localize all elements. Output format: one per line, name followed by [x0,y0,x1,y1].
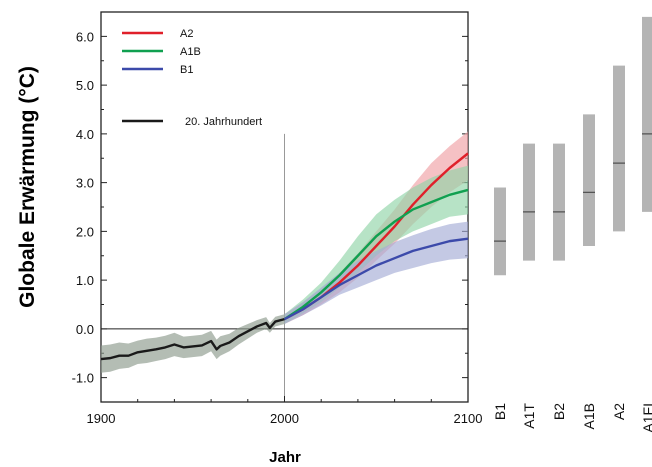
scenario-label: B1 [492,403,508,420]
legend-label: A1B [180,46,201,58]
scenario-label: A2 [611,403,627,420]
y-tick-label: 4.0 [76,127,94,142]
scenario-label: A1T [521,403,537,429]
y-axis-label: Globale Erwärmung (°C) [16,66,39,308]
series-line-a1b [283,188,469,321]
plot-area: -1.0 0.0 1.0 2.0 3.0 4.0 5.0 6.0 1900 2000 2100 A2 A… [72,11,483,426]
legend-label: A2 [180,28,193,40]
x-tick-label: 2000 [270,411,299,426]
y-tick-label: 5.0 [76,78,94,93]
range-bar-b2 [553,143,565,261]
range-bar-b1 [494,187,506,276]
y-tick-label: -1.0 [72,371,94,386]
legend-label: B1 [180,64,193,76]
y-tick-label: 3.0 [76,176,94,191]
x-tick-label: 2100 [454,411,483,426]
x-tick-label: 1900 [87,411,116,426]
series-line-20-jahrhundert [100,317,285,361]
scenario-label: A1B [581,403,597,429]
range-bar-a1fi [642,16,652,212]
scenario-label: A1FI [640,403,652,433]
y-tick-label: 1.0 [76,273,94,288]
y-tick-label: 0.0 [76,322,94,337]
scenario-range-area: B1 A1T B2 A1B A2 A1FI [492,16,652,433]
uncertainty-band-a2 [284,131,468,324]
legend-label: 20. Jahrhundert [185,116,262,128]
scenario-label: B2 [551,403,567,420]
y-tick-label: 2.0 [76,224,94,239]
range-bar-a2 [613,65,625,232]
x-axis-label: Jahr [269,449,301,466]
range-bar-a1b [583,114,595,246]
y-tick-label: 6.0 [76,29,94,44]
series-line-b1 [283,237,469,321]
range-bar-a1t [523,143,535,261]
uncertainty-band-20-jahrhundert [101,314,285,373]
